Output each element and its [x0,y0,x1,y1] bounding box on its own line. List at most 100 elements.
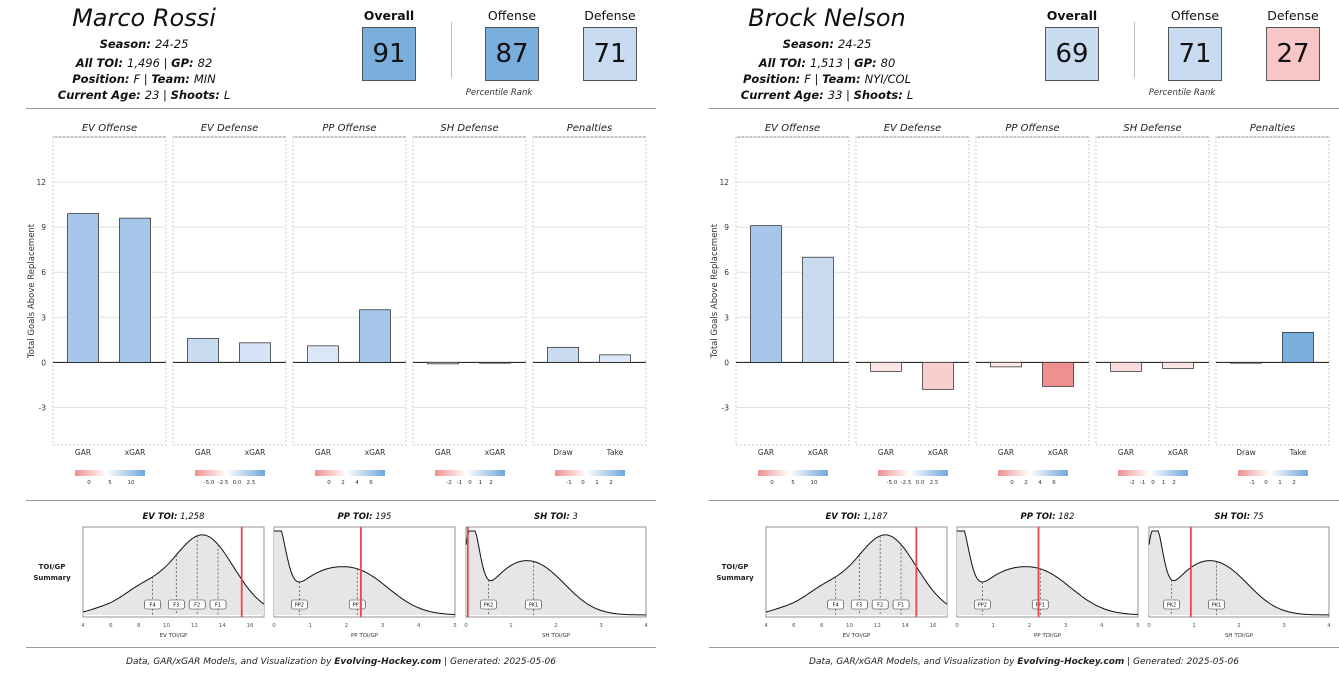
density-title-bold: SH TOI: [1214,512,1250,522]
bar [1042,362,1074,387]
bar-panel: Penalties Draw Take -1 0 1 2 [532,123,647,486]
quantile-label-box [892,599,910,610]
bar [922,362,954,390]
density-panel: PP TOI: 182 PP2 PP1 0 1 2 3 4 5 PP TOI/GP [955,512,1140,639]
density-area [466,531,646,615]
x-tick-label: GAR [315,448,331,457]
density-area [1149,531,1329,615]
quantile-label: F3 [173,603,179,609]
density-curve [465,530,646,616]
quantile-label: F4 [833,603,839,609]
x-tick-label: xGAR [928,448,949,457]
bar [547,346,579,363]
quantile-label-box [827,599,844,610]
bar-panel: EV Offense GAR xGAR 0 5 10 [52,123,167,486]
quantile-label-box [480,599,497,610]
quantile-label-box [167,599,185,610]
color-scale-label: 5 [108,480,112,486]
color-scale-label: 4 [1038,480,1042,486]
color-scale-label: 2.5 [930,480,939,486]
x-tick-label: 3 [1064,623,1068,629]
header-divider [709,108,1339,109]
color-scale-label: 5 [791,480,795,486]
quantile-label: F1 [898,603,904,609]
quantile-label-box [188,599,206,610]
color-scale-label: -1 [1140,480,1145,486]
quantile-label-box [974,599,991,610]
season-line: Season: 24-25 [782,37,872,51]
density-area [83,534,264,615]
summary-label: Summary [33,574,71,582]
divider [1134,22,1135,78]
x-axis-title: PP TOI/GP [1034,633,1062,639]
density-title: SH TOI: 75 [1214,512,1263,522]
x-tick-label: 12 [874,623,881,629]
quantile-label: PP1 [1036,603,1045,609]
color-scale-label: 0.0 [233,480,242,486]
quantile-label-box [525,599,542,610]
color-scale-label: 4 [355,480,359,486]
color-scale-label: 0 [87,480,91,486]
section-divider [709,500,1339,501]
panel-frame [1095,136,1210,446]
x-tick-label: 0 [1147,623,1151,629]
color-scale-label: 0 [1151,480,1155,486]
x-axis-title: SH TOI/GP [1225,633,1254,639]
color-scale-label: 2 [341,480,345,486]
density-title-value: 195 [373,512,392,522]
panel-title: SH Defense [440,123,498,134]
bar [67,213,99,363]
x-tick-label: xGAR [125,448,146,457]
bar [427,362,459,365]
y-tick-label: 0 [41,358,46,367]
x-tick-label: 4 [417,623,421,629]
x-tick-label: 5 [453,623,457,629]
age-line: Current Age: 33 | Shoots: L [740,88,914,102]
x-tick-label: 4 [764,623,768,629]
x-tick-label: 8 [820,623,824,629]
y-tick-label: 12 [719,178,729,187]
x-tick-label: 2 [554,623,558,629]
x-tick-label: 10 [846,623,853,629]
color-scale-label: 1 [1278,480,1282,486]
panel-title: EV Defense [201,123,259,134]
y-tick-label: -3 [722,403,730,412]
gar-bar-chart: Total Goals Above Replacement-3036912EV … [710,123,1330,486]
x-tick-label: GAR [1118,448,1134,457]
x-tick-label: xGAR [365,448,386,457]
quantile-label: F1 [215,603,221,609]
x-tick-label: GAR [998,448,1014,457]
x-tick-label: 4 [1327,623,1331,629]
quantile-label: PK2 [484,603,493,609]
x-tick-label: 1 [1192,623,1196,629]
color-scale-label: 10 [811,480,818,486]
color-scale-label: 2 [1172,480,1176,486]
density-title-value: 182 [1056,512,1075,522]
panel-title: EV Defense [884,123,942,134]
bar [1282,331,1314,363]
panel-title: EV Offense [82,123,137,134]
quantile-label: PP1 [353,603,362,609]
color-scale-label: 1 [479,480,483,486]
footer-divider [709,647,1339,648]
color-scale-label: -2 [1129,480,1134,486]
x-tick-label: 3 [1282,623,1286,629]
bar-panel: SH Defense GAR xGAR -2 -1 0 1 2 [412,123,527,486]
overall-badge: 91 [362,27,416,81]
y-tick-label: 9 [41,223,46,232]
x-tick-label: GAR [878,448,894,457]
x-tick-label: GAR [195,448,211,457]
density-curve [82,534,265,613]
bar-panel: SH Defense GAR xGAR -2 -1 0 1 2 [1095,123,1210,486]
x-tick-label: GAR [435,448,451,457]
panel-frame [1215,136,1330,446]
summary-label: TOI/GP [39,563,66,571]
bar-panel: EV Defense GAR xGAR -5.0 -2.5 0.0 2.5 [172,123,287,486]
color-scale-label: 0 [468,480,472,486]
quantile-label-box [209,599,227,610]
x-tick-label: Draw [1236,448,1256,457]
color-scale-label: 6 [369,480,373,486]
divider [451,22,452,78]
x-tick-label: 4 [1100,623,1104,629]
